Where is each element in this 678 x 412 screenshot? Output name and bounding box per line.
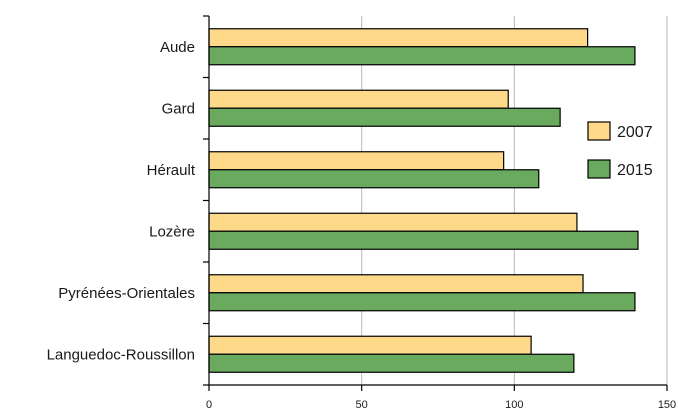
category-label-5: Languedoc-Roussillon (47, 346, 195, 363)
axes (203, 15, 668, 391)
legend-swatch-2015 (587, 159, 611, 179)
category-label-2: Hérault (147, 162, 196, 179)
bar-2015-2 (208, 169, 540, 189)
bar-2015-5 (208, 353, 575, 373)
bar-2007-1 (208, 89, 509, 109)
bar-2007-2 (208, 151, 505, 171)
bar-2015-1 (208, 107, 561, 127)
tick-labels: 0 50 100 150 (206, 399, 676, 411)
x-tick-label-100: 100 (505, 399, 523, 411)
legend-label-2007: 2007 (617, 124, 653, 141)
bar-2015-4 (208, 292, 636, 312)
bar-2007-3 (208, 212, 578, 232)
category-label-0: Aude (160, 39, 195, 56)
gridlines (361, 16, 668, 385)
bar-2007-5 (208, 335, 532, 355)
x-tick-label-50: 50 (356, 399, 368, 411)
bars (208, 28, 639, 373)
category-label-3: Lozère (149, 223, 195, 240)
x-tick-label-0: 0 (206, 399, 212, 411)
category-label-4: Pyrénées-Orientales (58, 285, 195, 302)
legend-swatch-2007 (587, 121, 611, 141)
bar-2015-3 (208, 230, 639, 250)
category-labels: Aude Gard Hérault Lozère Pyrénées-Orientales… (47, 39, 196, 364)
bar-2015-0 (208, 46, 636, 66)
x-tick-label-150: 150 (658, 399, 676, 411)
legend-label-2015: 2015 (617, 162, 653, 179)
category-label-1: Gard (162, 100, 195, 117)
bar-2007-0 (208, 28, 589, 48)
bar-2007-4 (208, 274, 584, 294)
legend: 2007 2015 (587, 121, 653, 179)
